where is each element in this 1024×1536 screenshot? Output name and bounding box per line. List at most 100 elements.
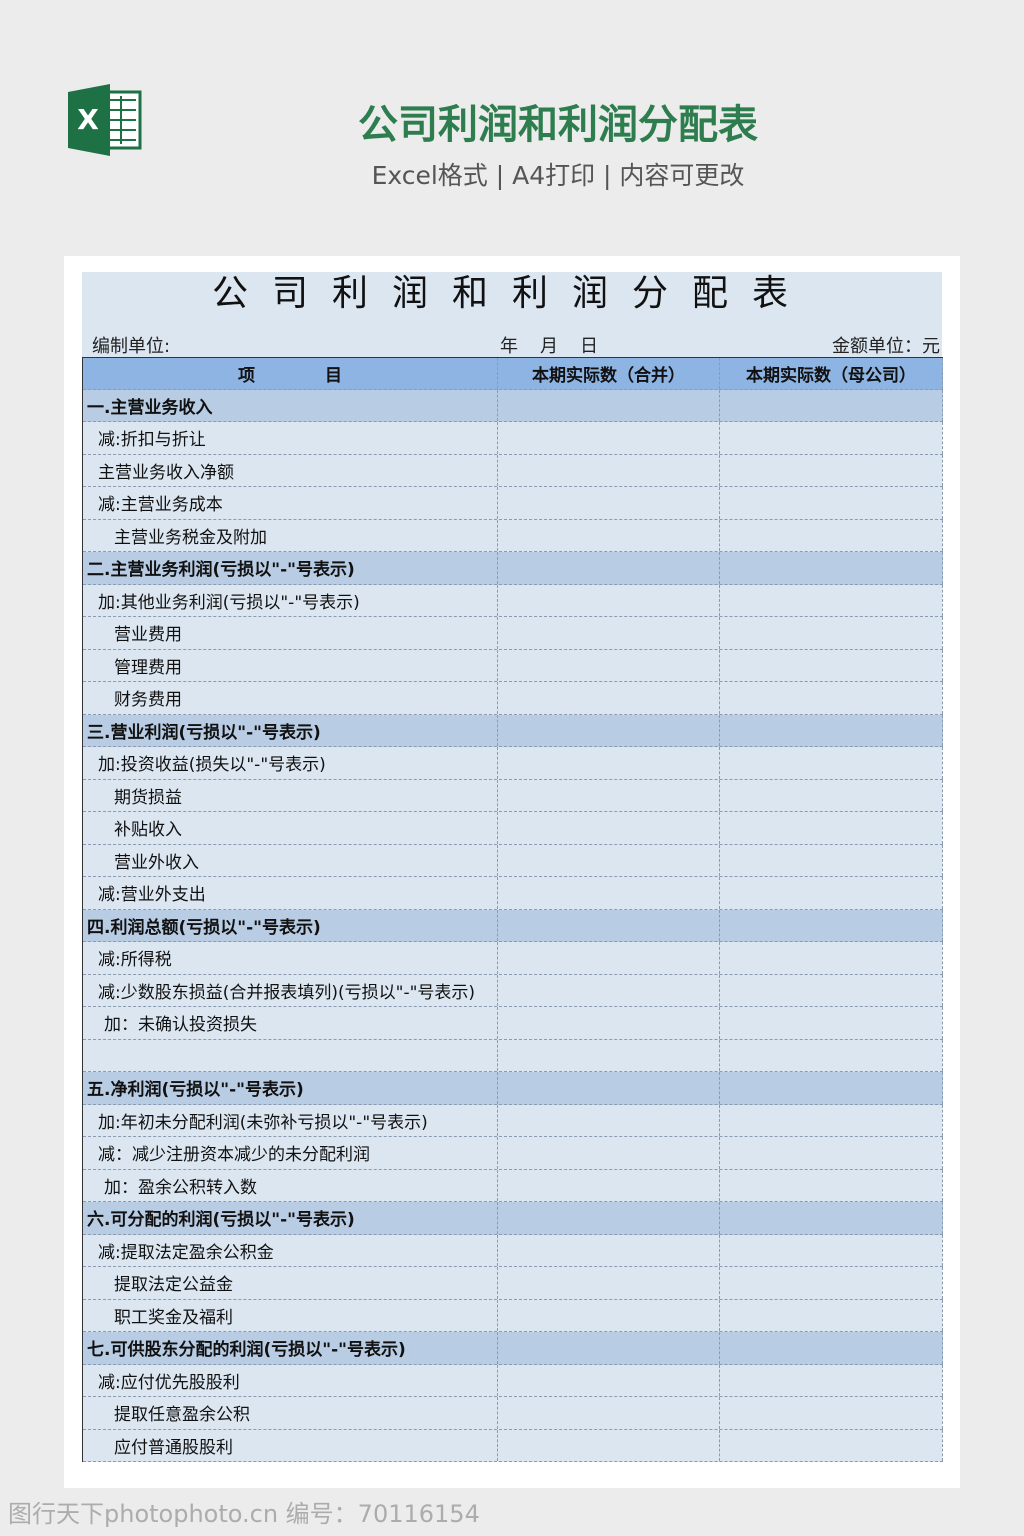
cell [498,1429,720,1461]
cell: 减:应付优先股股利 [83,1364,498,1396]
table-row: 加:年初未分配利润(未弥补亏损以"-"号表示) [83,1104,943,1137]
cell: 三.营业利润(亏损以"-"号表示) [83,714,498,746]
cell [498,714,720,746]
table-row [83,1039,943,1072]
table-row: 提取法定公益金 [83,1267,943,1300]
cell [720,682,943,714]
cell: 主营业务收入净额 [83,454,498,486]
table-row: 一.主营业务收入 [83,389,943,422]
cell [720,1169,943,1201]
cell: 职工奖金及福利 [83,1299,498,1331]
year: 年 [500,336,518,357]
table-row: 二.主营业务利润(亏损以"-"号表示) [83,552,943,585]
cell [720,1137,943,1169]
cell: 六.可分配的利润(亏损以"-"号表示) [83,1202,498,1234]
cell [720,1072,943,1104]
cell [720,422,943,454]
page-title: 公司利润和利润分配表 [358,102,758,148]
table-row: 财务费用 [83,682,943,715]
table-row: 加：盈余公积转入数 [83,1169,943,1202]
cell: 管理费用 [83,649,498,681]
table-row: 减:折扣与折让 [83,422,943,455]
cell: 补贴收入 [83,812,498,844]
cell [498,1397,720,1429]
svg-text:X: X [77,103,99,136]
cell [498,877,720,909]
table-row: 四.利润总额(亏损以"-"号表示) [83,909,943,942]
day: 日 [580,336,598,357]
cell [498,844,720,876]
cell [498,454,720,486]
cell [498,519,720,551]
cell [498,1039,720,1071]
cell [720,779,943,811]
cell [498,1299,720,1331]
cell [498,682,720,714]
table-row: 三.营业利润(亏损以"-"号表示) [83,714,943,747]
cell: 五.净利润(亏损以"-"号表示) [83,1072,498,1104]
cell [498,1072,720,1104]
cell: 减:营业外支出 [83,877,498,909]
cell: 营业费用 [83,617,498,649]
cell: 主营业务税金及附加 [83,519,498,551]
cell [498,779,720,811]
cell: 财务费用 [83,682,498,714]
cell: 减：减少注册资本减少的未分配利润 [83,1137,498,1169]
table-row: 补贴收入 [83,812,943,845]
table-row: 营业费用 [83,617,943,650]
page-subtitle: Excel格式 | A4打印 | 内容可更改 [371,161,745,190]
cell: 营业外收入 [83,844,498,876]
cell [498,389,720,421]
cell [720,519,943,551]
cell [498,422,720,454]
sheet-title: 公司利润和利润分配表 [211,273,812,314]
table-row: 减：减少注册资本减少的未分配利润 [83,1137,943,1170]
cell: 提取法定公益金 [83,1267,498,1299]
cell [498,747,720,779]
table-row: 减:提取法定盈余公积金 [83,1234,943,1267]
amount-unit: 金额单位：元 [832,336,940,357]
table-row: 加:投资收益(损失以"-"号表示) [83,747,943,780]
cell [720,552,943,584]
cell [720,1039,943,1071]
cell [720,1429,943,1461]
table-row: 主营业务税金及附加 [83,519,943,552]
unit-label: 编制单位: [92,336,171,357]
cell [720,389,943,421]
cell: 减:折扣与折让 [83,422,498,454]
cell: 加:年初未分配利润(未弥补亏损以"-"号表示) [83,1104,498,1136]
cell: 加：未确认投资损失 [83,1007,498,1039]
table-row: 七.可供股东分配的利润(亏损以"-"号表示) [83,1332,943,1365]
table-row: 应付普通股股利 [83,1429,943,1462]
cell: 四.利润总额(亏损以"-"号表示) [83,909,498,941]
cell [720,844,943,876]
cell: 减:少数股东损益(合并报表填列)(亏损以"-"号表示) [83,974,498,1006]
cell: 七.可供股东分配的利润(亏损以"-"号表示) [83,1332,498,1364]
cell [83,1039,498,1071]
table-row: 主营业务收入净额 [83,454,943,487]
table-row: 管理费用 [83,649,943,682]
cell: 应付普通股股利 [83,1429,498,1461]
cell [720,649,943,681]
watermark: 图行天下photophoto.cn 编号：70116154 [8,1500,480,1528]
cell [720,812,943,844]
cell: 二.主营业务利润(亏损以"-"号表示) [83,552,498,584]
table-row: 营业外收入 [83,844,943,877]
cell [720,909,943,941]
cell: 减:主营业务成本 [83,487,498,519]
cell: 加:投资收益(损失以"-"号表示) [83,747,498,779]
cell: 减:所得税 [83,942,498,974]
cell: 加:其他业务利润(亏损以"-"号表示) [83,584,498,616]
table-row: 提取任意盈余公积 [83,1397,943,1430]
cell [720,1202,943,1234]
cell [498,1007,720,1039]
cell [498,1234,720,1266]
cell [498,617,720,649]
cell: 一.主营业务收入 [83,389,498,421]
cell [498,812,720,844]
cell [720,584,943,616]
table-row: 期货损益 [83,779,943,812]
cell [720,1397,943,1429]
cell [720,1007,943,1039]
